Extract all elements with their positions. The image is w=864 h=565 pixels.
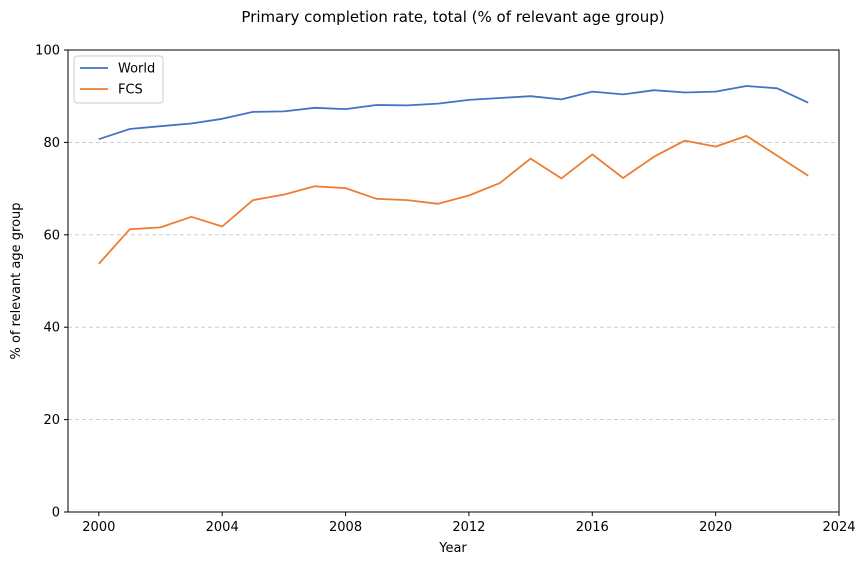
- x-axis: 2000 2004 2008 2012 2016 2020 2024: [82, 512, 856, 535]
- y-tick-label: 0: [52, 506, 60, 521]
- x-tick-label: 2008: [329, 520, 362, 535]
- x-tick-label: 2004: [206, 520, 239, 535]
- y-tick-label: 80: [43, 136, 60, 151]
- legend-label-fcs: FCS: [118, 83, 143, 98]
- legend: World FCS: [73, 55, 164, 104]
- series-lines: [98, 85, 809, 265]
- series-line-fcs: [98, 134, 809, 265]
- x-tick-label: 2024: [822, 520, 855, 535]
- series-line-world: [98, 85, 809, 141]
- y-tick-label: 60: [43, 228, 60, 243]
- y-tick-label: 20: [43, 413, 60, 428]
- gridlines: [68, 141, 839, 421]
- y-axis-title: % of relevant age group: [9, 202, 24, 359]
- chart-title: Primary completion rate, total (% of rel…: [241, 8, 664, 26]
- y-axis: 0 20 40 60 80 100: [35, 44, 68, 521]
- x-tick-label: 2016: [576, 520, 609, 535]
- x-tick-label: 2000: [82, 520, 115, 535]
- legend-label-world: World: [118, 62, 155, 77]
- plot-frame: [67, 49, 840, 513]
- y-tick-label: 40: [43, 321, 60, 336]
- x-axis-title: Year: [438, 541, 467, 556]
- y-tick-label: 100: [35, 44, 60, 59]
- x-tick-label: 2020: [699, 520, 732, 535]
- x-tick-label: 2012: [452, 520, 485, 535]
